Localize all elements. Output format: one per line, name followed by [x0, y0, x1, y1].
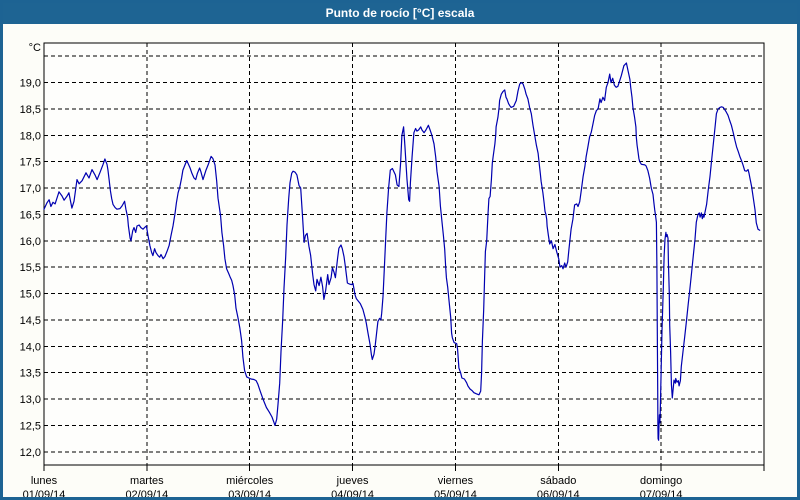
y-tick-label: 16,0: [20, 236, 41, 248]
x-day-date-label: 03/09/14: [228, 489, 271, 500]
plot-border: [43, 42, 765, 466]
y-tick-label: 17,5: [20, 157, 41, 169]
x-day-date-label: 01/09/14: [23, 489, 66, 500]
x-day-name-label: jueves: [336, 475, 369, 487]
y-tick-label: 14,5: [20, 315, 41, 327]
x-day-date-label: 02/09/14: [125, 489, 168, 500]
x-day-date-label: 05/09/14: [434, 489, 477, 500]
y-tick-label: 13,0: [20, 394, 41, 406]
window-title: Punto de rocío [°C] escala: [325, 6, 475, 20]
title-bar: Punto de rocío [°C] escala: [3, 3, 797, 24]
x-day-date-label: 04/09/14: [331, 489, 374, 500]
x-day-name-label: martes: [130, 475, 164, 487]
y-tick-label: 17,0: [20, 183, 41, 195]
dew-point-series-line: [43, 62, 761, 441]
y-tick-label: 14,0: [20, 341, 41, 353]
y-tick-label: 13,5: [20, 368, 41, 380]
y-tick-label: 19,0: [20, 78, 41, 90]
y-axis-unit-label: °C: [29, 42, 41, 54]
y-tick-label: 18,0: [20, 130, 41, 142]
dew-point-line-chart: 12,0 12,5 13,0 13,5 14,0 14,5 15,0 15,5 16,0 16,5…: [20, 42, 765, 500]
x-day-name-label: miércoles: [226, 475, 274, 487]
y-tick-label: 12,5: [20, 420, 41, 432]
y-tick-label: 12,0: [20, 447, 41, 459]
x-day-name-label: viernes: [438, 475, 474, 487]
y-tick-label: 16,5: [20, 209, 41, 221]
plot-background: [44, 43, 764, 465]
x-day-date-label: 07/09/14: [640, 489, 683, 500]
y-tick-label: 15,0: [20, 289, 41, 301]
x-day-date-label: 06/09/14: [537, 489, 580, 500]
x-day-name-label: lunes: [31, 475, 58, 487]
x-day-name-label: domingo: [640, 475, 682, 487]
x-day-name-label: sábado: [540, 475, 576, 487]
y-tick-label: 18,5: [20, 104, 41, 116]
y-tick-label: 15,5: [20, 262, 41, 274]
